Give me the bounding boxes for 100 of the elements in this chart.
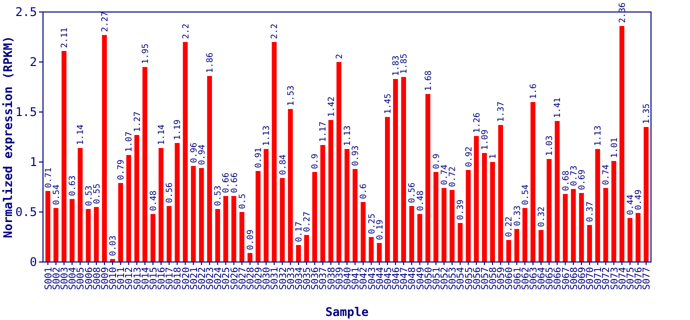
x-tick-label: S077	[642, 267, 653, 290]
data-label: 2.27	[100, 12, 110, 32]
bar	[385, 117, 390, 262]
bar	[603, 188, 608, 262]
bar	[207, 76, 212, 262]
data-label: 1.86	[206, 52, 216, 73]
data-label: 1.6	[528, 84, 539, 99]
bar	[223, 196, 228, 262]
bar	[595, 149, 600, 262]
bar	[554, 121, 560, 262]
bar	[368, 237, 374, 262]
y-tick-label: 1.5	[15, 105, 37, 120]
data-label: 0.72	[448, 166, 458, 187]
bar	[376, 243, 382, 262]
bar	[328, 120, 334, 262]
bar	[434, 172, 438, 262]
data-label: 1.26	[472, 112, 482, 133]
bar	[628, 218, 632, 262]
bar	[158, 148, 164, 262]
data-label: 1.07	[124, 132, 135, 152]
bar	[280, 178, 285, 262]
bar	[126, 155, 132, 262]
bar	[231, 196, 236, 262]
data-label: 1.01	[610, 138, 620, 158]
bar	[166, 206, 172, 262]
data-label: 0.56	[408, 182, 418, 203]
bar	[474, 136, 479, 262]
data-label: 0.27	[302, 212, 313, 232]
x-axis-title: Sample	[325, 305, 369, 319]
data-label: 1.09	[480, 130, 490, 150]
data-label: 0.5	[238, 194, 248, 209]
bar	[45, 191, 50, 262]
y-axis-title: Normalized expression (RPKM)	[1, 36, 15, 238]
data-label: 0.32	[537, 206, 548, 227]
data-label: 1.53	[286, 86, 296, 106]
bar	[360, 202, 366, 262]
bar	[417, 214, 422, 262]
bar	[514, 229, 520, 262]
bar	[522, 208, 528, 262]
y-tick-label: 1	[30, 155, 37, 170]
data-label: 0.71	[44, 168, 54, 188]
y-tick-label: 2	[30, 55, 37, 70]
bar	[296, 245, 301, 262]
data-label: 0.48	[416, 190, 426, 211]
bar	[562, 194, 568, 262]
bar	[636, 213, 640, 262]
y-tick-label: 0.5	[15, 205, 37, 220]
bar	[102, 35, 107, 262]
data-label: 0.54	[52, 184, 62, 205]
bar	[174, 143, 180, 262]
bar	[579, 193, 584, 262]
data-label: 1.13	[594, 126, 604, 146]
data-label: 0.55	[92, 184, 102, 204]
data-label: 1.27	[132, 112, 143, 132]
data-label: 1.13	[343, 126, 353, 146]
bar	[644, 127, 649, 262]
data-label: 0.03	[108, 236, 119, 256]
data-label: 1.35	[642, 104, 652, 124]
bar	[264, 149, 269, 262]
data-label: 2.2	[181, 24, 192, 39]
data-label: 0.69	[577, 170, 588, 190]
bar	[312, 172, 318, 262]
data-label: 1.37	[496, 102, 507, 122]
bar	[199, 168, 204, 262]
bar	[482, 153, 487, 262]
data-label: 2.11	[60, 28, 70, 48]
bar	[134, 135, 140, 262]
bar	[442, 188, 446, 262]
bar	[490, 162, 495, 262]
bar	[248, 253, 252, 262]
data-label: 0.56	[165, 182, 176, 203]
data-label: 2.36	[618, 2, 628, 23]
data-label: 0.79	[116, 160, 127, 180]
bar	[304, 235, 309, 262]
bar	[94, 207, 99, 262]
bar	[425, 94, 430, 262]
data-label: 0.66	[222, 172, 232, 193]
data-label: 1.68	[424, 70, 434, 91]
bar	[530, 102, 536, 262]
bar	[182, 42, 188, 262]
data-label: 1.14	[157, 124, 168, 145]
data-label: 0.53	[84, 186, 94, 206]
data-label: 2.2	[270, 24, 280, 39]
bar	[190, 166, 196, 262]
bar	[458, 223, 463, 262]
data-label: 0.73	[569, 166, 580, 186]
bar	[150, 214, 156, 262]
data-label: 1.14	[76, 124, 86, 145]
bar	[86, 209, 91, 262]
y-tick-label: 2.5	[15, 5, 37, 20]
bar	[619, 26, 624, 262]
data-label: 0.93	[351, 146, 362, 166]
data-label: 1.45	[383, 94, 394, 114]
bar	[288, 109, 293, 262]
data-label: 1.17	[318, 122, 329, 142]
bar	[450, 190, 455, 262]
data-label: 1.41	[553, 98, 564, 118]
data-label: 0.25	[367, 214, 378, 234]
data-label: 0.6	[359, 184, 370, 199]
bar	[393, 79, 398, 262]
